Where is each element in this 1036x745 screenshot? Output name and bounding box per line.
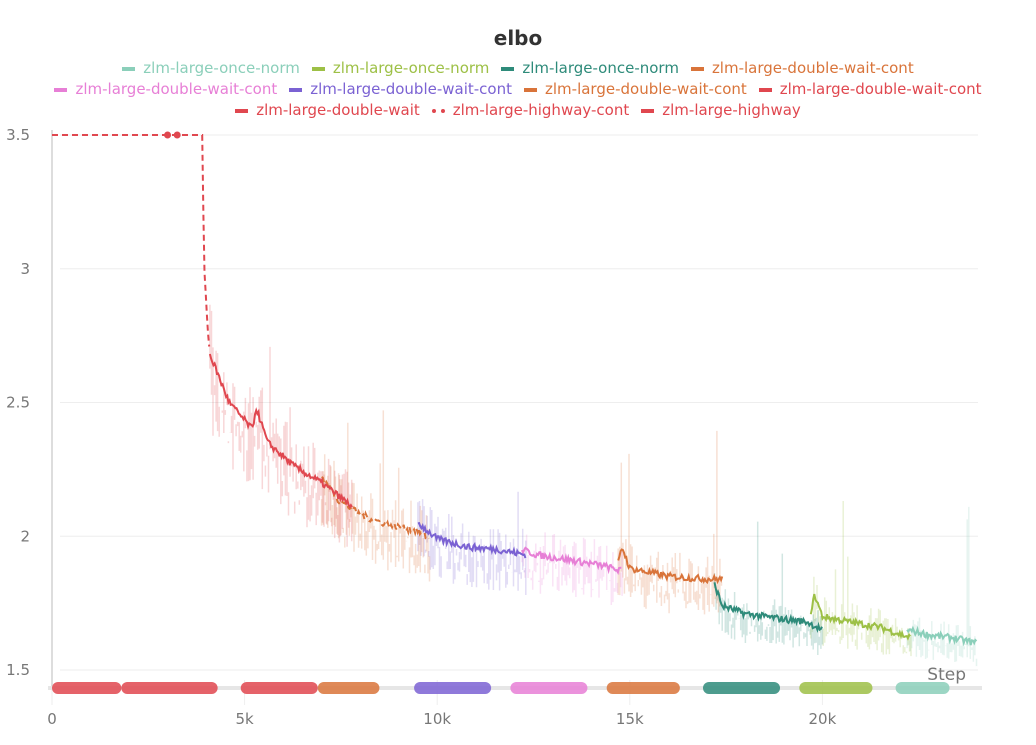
legend-item[interactable]: zlm-large-double-wait-cont: [54, 79, 277, 100]
raw-series-band: [713, 521, 824, 655]
legend-label: zlm-large-once-norm: [522, 59, 679, 77]
run-range-marker: [895, 682, 950, 694]
legend: zlm-large-once-norm zlm-large-once-norm zl…: [0, 58, 1036, 121]
series-line: [321, 476, 430, 540]
series-line: [52, 134, 211, 347]
legend-item[interactable]: zlm-large-once-norm: [122, 58, 300, 79]
legend-item[interactable]: zlm-large-highway-cont: [431, 100, 630, 121]
legend-label: zlm-large-double-wait-cont: [545, 80, 747, 98]
series-line: [520, 546, 622, 575]
legend-item[interactable]: zlm-large-double-wait-cont: [289, 79, 512, 100]
legend-item[interactable]: zlm-large-double-wait-cont: [524, 79, 747, 100]
data-point: [173, 131, 181, 139]
raw-series-band: [906, 506, 978, 667]
legend-swatch: [501, 66, 515, 71]
raw-series-band: [617, 430, 723, 615]
y-tick-label: 2.5: [6, 394, 30, 412]
x-tick-label: 0: [47, 710, 57, 728]
run-range-marker: [317, 682, 380, 694]
run-range-marker: [606, 682, 680, 694]
y-tick-label: 1.5: [6, 661, 30, 679]
legend-item[interactable]: zlm-large-double-wait-cont: [758, 79, 982, 100]
series-line: [417, 521, 527, 559]
legend-label: zlm-large-double-wait: [256, 101, 420, 119]
y-tick-label: 2: [20, 527, 30, 545]
y-tick-label: 3: [20, 260, 30, 278]
run-range-marker: [240, 682, 318, 694]
chart-title: elbo: [493, 26, 543, 50]
x-tick-label: 20k: [809, 710, 837, 728]
legend-swatch: [641, 108, 655, 113]
data-point: [164, 131, 172, 139]
legend-item[interactable]: zlm-large-once-norm: [501, 58, 679, 79]
legend-item[interactable]: zlm-large-double-wait: [235, 100, 420, 121]
legend-label: zlm-large-highway: [662, 101, 801, 119]
legend-label: zlm-large-double-wait-cont: [310, 80, 512, 98]
legend-swatch: [431, 108, 445, 113]
raw-series-band: [417, 491, 527, 595]
legend-label: zlm-large-double-wait-cont: [75, 80, 278, 98]
raw-series-band: [209, 304, 353, 547]
raw-series-band: [521, 532, 623, 605]
run-range-marker: [702, 682, 781, 694]
x-tick-label: 15k: [616, 710, 644, 728]
y-tick-label: 3.5: [6, 126, 30, 144]
run-range-marker: [121, 682, 218, 694]
series-line: [906, 625, 978, 647]
legend-swatch: [122, 66, 136, 71]
legend-swatch: [54, 87, 68, 92]
legend-swatch: [758, 87, 772, 92]
legend-item[interactable]: zlm-large-once-norm: [311, 58, 490, 79]
run-range-marker: [799, 682, 873, 694]
legend-swatch: [311, 66, 325, 71]
legend-swatch: [235, 108, 249, 113]
run-range-marker: [414, 682, 492, 694]
legend-label: zlm-large-highway-cont: [452, 101, 630, 119]
legend-swatch: [690, 66, 704, 71]
run-range-marker: [510, 682, 588, 694]
legend-label: zlm-large-double-wait-cont: [711, 59, 914, 77]
legend-label: zlm-large-once-norm: [143, 59, 300, 77]
series-line: [809, 593, 911, 641]
series-line: [713, 582, 823, 633]
legend-label: zlm-large-once-norm: [332, 59, 490, 77]
series-line: [208, 353, 353, 509]
legend-item[interactable]: zlm-large-highway: [641, 100, 801, 121]
x-tick-label: 10k: [423, 710, 451, 728]
legend-swatch: [524, 87, 537, 92]
series-line: [617, 548, 724, 585]
legend-item[interactable]: zlm-large-double-wait-cont: [690, 58, 914, 79]
x-tick-label: 5k: [235, 710, 254, 728]
x-axis-label: Step: [927, 665, 966, 685]
legend-swatch: [289, 87, 303, 92]
legend-label: zlm-large-double-wait-cont: [779, 80, 982, 98]
run-range-marker: [52, 682, 122, 694]
